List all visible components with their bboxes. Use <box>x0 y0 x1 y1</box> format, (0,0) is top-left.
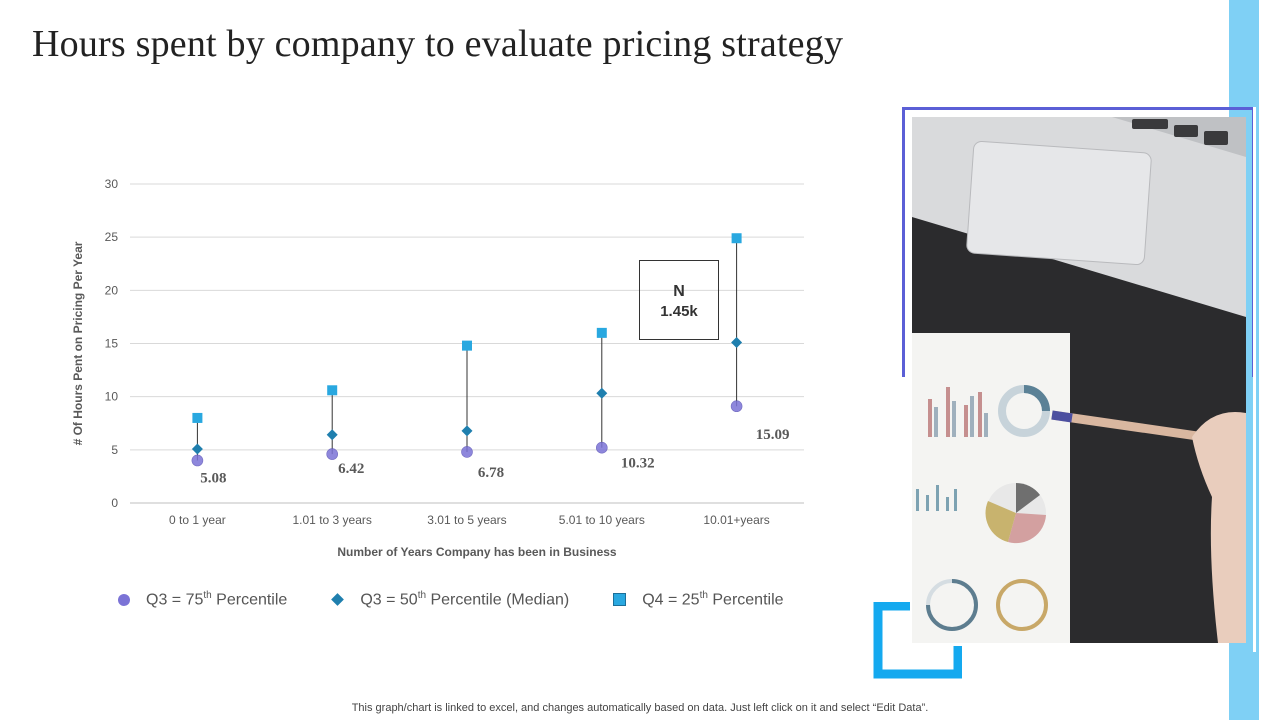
circle-marker-icon <box>118 593 130 606</box>
y-axis-title: # Of Hours Pent on Pricing Per Year <box>71 241 85 445</box>
y-tick-label: 10 <box>105 390 119 404</box>
point-q3-75 <box>191 454 204 467</box>
y-tick-label: 15 <box>105 337 119 351</box>
diamond-marker-icon <box>331 593 345 607</box>
point-q3-75 <box>326 448 339 460</box>
x-tick-label: 5.01 to 10 years <box>559 513 645 527</box>
data-label: 10.32 <box>621 456 655 472</box>
point-q4-25 <box>731 233 742 244</box>
legend-item-q3-75[interactable]: Q3 = 75th Percentile <box>110 590 287 609</box>
point-q3-75 <box>461 446 473 458</box>
chart-legend: Q3 = 75th Percentile Q3 = 50th Percentil… <box>110 588 820 612</box>
legend-label-q4-25: Q4 = 25th Percentile <box>642 590 784 609</box>
data-label: 6.78 <box>478 465 504 481</box>
x-tick-label: 1.01 to 3 years <box>293 513 372 527</box>
footer-note: This graph/chart is linked to excel, and… <box>351 702 929 714</box>
legend-item-q4-25[interactable]: Q4 = 25th Percentile <box>605 590 784 609</box>
x-tick-label: 10.01+years <box>703 513 769 527</box>
y-tick-label: 30 <box>105 177 119 191</box>
laptop-analytics-photo <box>912 117 1246 643</box>
data-label: 6.42 <box>338 461 364 477</box>
data-label: 15.09 <box>756 427 790 443</box>
point-q3-50 <box>326 429 338 441</box>
y-tick-label: 5 <box>111 443 118 457</box>
x-tick-label: 0 to 1 year <box>169 513 226 527</box>
n-annotation-box: N 1.45k <box>639 260 719 340</box>
point-q4-25 <box>327 385 338 396</box>
n-annotation-value: 1.45k <box>660 303 698 320</box>
data-label: 5.08 <box>200 470 226 486</box>
n-annotation-label: N <box>673 283 685 300</box>
x-tick-label: 3.01 to 5 years <box>427 513 506 527</box>
point-q3-50 <box>191 443 203 455</box>
point-q3-50 <box>461 425 473 437</box>
point-q4-25 <box>596 327 607 338</box>
square-marker-icon <box>613 593 627 607</box>
point-q4-25 <box>192 412 203 423</box>
photo-frame-edge <box>1253 107 1256 652</box>
y-tick-label: 20 <box>105 283 119 297</box>
y-tick-label: 25 <box>105 230 119 244</box>
corner-bracket-decoration <box>873 602 962 679</box>
y-tick-label: 0 <box>111 496 118 510</box>
legend-label-q3-50: Q3 = 50th Percentile (Median) <box>360 590 570 609</box>
chart[interactable]: 0 5 10 15 20 25 30 0 to 1 year 1.01 to 3 years 3.… <box>60 170 890 570</box>
legend-item-q3-50[interactable]: Q3 = 50th Percentile (Median) <box>323 590 569 609</box>
legend-label-q3-75: Q3 = 75th Percentile <box>146 590 288 609</box>
point-q3-75 <box>595 441 608 454</box>
page-title: Hours spent by company to evaluate prici… <box>32 23 844 65</box>
point-q4-25 <box>462 340 472 351</box>
point-q3-50 <box>596 387 608 399</box>
point-q3-75 <box>730 400 743 413</box>
x-axis-title: Number of Years Company has been in Busi… <box>337 545 617 559</box>
point-q3-50 <box>731 337 743 349</box>
